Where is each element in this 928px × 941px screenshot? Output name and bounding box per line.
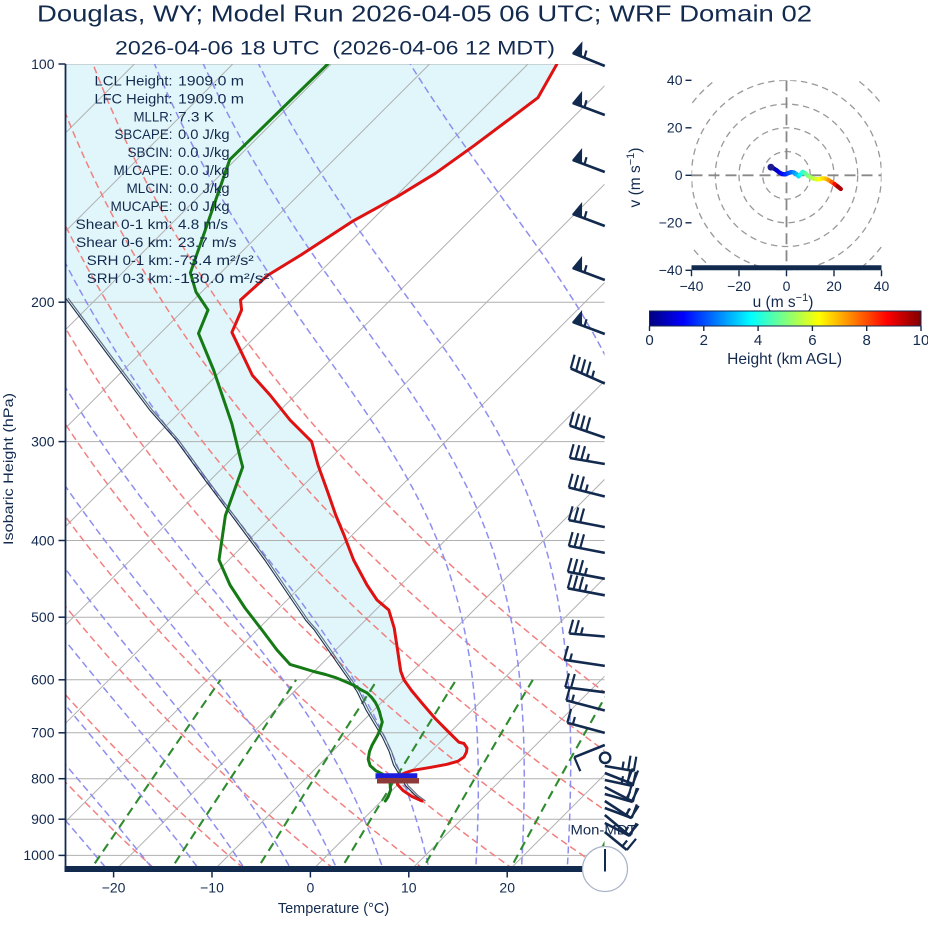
svg-text:4: 4 — [754, 332, 762, 349]
svg-text:20: 20 — [826, 278, 842, 294]
svg-text:800: 800 — [31, 771, 55, 787]
svg-text:LFC Height:: LFC Height: — [95, 90, 173, 106]
svg-text:0.0 J/kg: 0.0 J/kg — [178, 198, 230, 214]
svg-text:MLCAPE:: MLCAPE: — [114, 162, 173, 178]
svg-text:Isobaric Height (hPa): Isobaric Height (hPa) — [0, 393, 16, 545]
svg-text:20: 20 — [499, 880, 515, 896]
svg-text:10: 10 — [401, 880, 417, 896]
svg-text:MLLR:: MLLR: — [134, 108, 173, 124]
svg-text:SRH 0-3 km:: SRH 0-3 km: — [87, 270, 173, 286]
svg-text:0: 0 — [783, 278, 791, 294]
svg-text:MLCIN:: MLCIN: — [127, 180, 173, 196]
svg-text:2: 2 — [700, 332, 708, 349]
svg-text:4.8 m/s: 4.8 m/s — [178, 216, 228, 232]
svg-text:10: 10 — [913, 332, 928, 349]
svg-text:Mon-MDT: Mon-MDT — [571, 823, 637, 838]
svg-text:MUCAPE:: MUCAPE: — [111, 198, 173, 214]
svg-text:−40: −40 — [680, 278, 704, 294]
svg-text:−10: −10 — [200, 880, 224, 896]
svg-text:0: 0 — [675, 167, 683, 183]
svg-text:0.0 J/kg: 0.0 J/kg — [178, 180, 230, 196]
svg-text:23.7 m/s: 23.7 m/s — [178, 234, 237, 250]
svg-text:Douglas, WY; Model Run 2026-04: Douglas, WY; Model Run 2026-04-05 06 UTC… — [37, 1, 812, 27]
svg-text:Shear 0-6 km:: Shear 0-6 km: — [76, 234, 173, 250]
svg-text:700: 700 — [31, 725, 55, 741]
svg-text:0: 0 — [645, 332, 653, 349]
svg-text:Temperature (°C): Temperature (°C) — [278, 901, 389, 917]
svg-text:400: 400 — [31, 532, 55, 548]
svg-text:0: 0 — [307, 880, 315, 896]
svg-text:Shear 0-1 km:: Shear 0-1 km: — [76, 216, 173, 232]
svg-text:LCL Height:: LCL Height: — [95, 72, 173, 88]
svg-text:20: 20 — [667, 120, 683, 136]
svg-text:2026-04-06 18 UTC (2026-04-06: 2026-04-06 18 UTC (2026-04-06 12 MDT) — [115, 38, 555, 60]
svg-text:0.0 J/kg: 0.0 J/kg — [178, 162, 230, 178]
svg-text:1000: 1000 — [23, 847, 54, 863]
svg-text:-73.4 m²/s²: -73.4 m²/s² — [174, 252, 254, 268]
svg-text:SBCIN:: SBCIN: — [128, 144, 173, 160]
svg-text:−40: −40 — [659, 262, 683, 278]
svg-text:300: 300 — [31, 433, 55, 449]
svg-text:100: 100 — [31, 56, 55, 72]
svg-text:-130.0 m²/s²: -130.0 m²/s² — [174, 270, 270, 286]
svg-text:500: 500 — [31, 609, 55, 625]
svg-text:40: 40 — [667, 72, 683, 88]
svg-text:−20: −20 — [102, 880, 126, 896]
svg-text:SBCAPE:: SBCAPE: — [115, 126, 173, 142]
svg-text:200: 200 — [31, 294, 55, 310]
svg-text:1909.0 m: 1909.0 m — [178, 72, 244, 88]
svg-text:SRH 0-1 km:: SRH 0-1 km: — [87, 252, 173, 268]
svg-text:8: 8 — [863, 332, 871, 349]
svg-text:−20: −20 — [727, 278, 751, 294]
svg-text:40: 40 — [874, 278, 890, 294]
svg-text:7.3 K: 7.3 K — [178, 108, 215, 124]
svg-text:−20: −20 — [659, 215, 683, 231]
svg-text:900: 900 — [31, 811, 55, 827]
svg-text:Height (km AGL): Height (km AGL) — [727, 351, 842, 368]
svg-text:0.0 J/kg: 0.0 J/kg — [178, 126, 230, 142]
svg-text:1909.0 m: 1909.0 m — [178, 90, 244, 106]
svg-text:600: 600 — [31, 672, 55, 688]
svg-text:6: 6 — [808, 332, 816, 349]
svg-text:0.0 J/kg: 0.0 J/kg — [178, 144, 230, 160]
